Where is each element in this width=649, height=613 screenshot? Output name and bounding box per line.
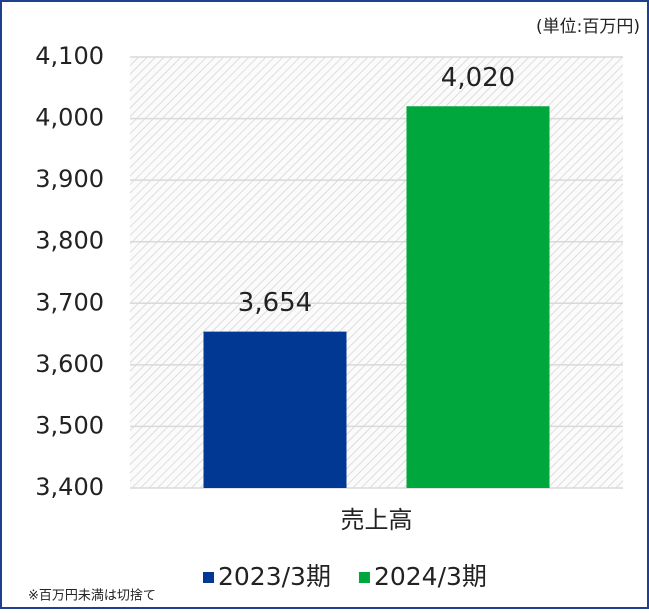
legend-label: 2024/3期 — [374, 562, 487, 591]
y-tick-label: 4,100 — [35, 42, 104, 70]
y-tick-label: 3,700 — [35, 288, 104, 316]
y-tick-label: 3,800 — [35, 227, 104, 255]
value-label: 3,654 — [238, 288, 312, 318]
value-label: 4,020 — [441, 63, 515, 93]
legend-swatch — [203, 572, 214, 583]
legend-label: 2023/3期 — [218, 562, 331, 591]
y-tick-label: 4,000 — [35, 104, 104, 132]
y-tick-label: 3,600 — [35, 350, 104, 378]
y-tick-label: 3,400 — [35, 473, 104, 501]
bar — [406, 106, 550, 488]
unit-note: (単位:百万円) — [536, 17, 640, 37]
y-tick-label: 3,900 — [35, 165, 104, 193]
bar — [203, 331, 347, 488]
y-tick-label: 3,500 — [35, 411, 104, 439]
x-tick-label: 売上高 — [341, 506, 413, 534]
legend-swatch — [358, 572, 370, 583]
footnote: ※百万円未満は切捨て — [28, 588, 156, 604]
